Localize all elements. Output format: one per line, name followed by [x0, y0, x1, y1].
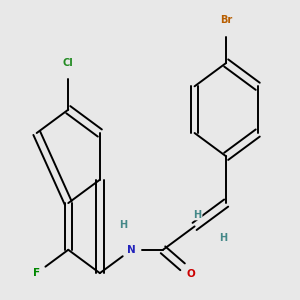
- Text: N: N: [127, 245, 136, 255]
- Text: Cl: Cl: [63, 58, 74, 68]
- Text: H: H: [194, 209, 202, 220]
- Text: F: F: [33, 268, 40, 278]
- Text: O: O: [187, 269, 195, 279]
- Text: H: H: [219, 233, 227, 243]
- Text: Br: Br: [220, 16, 232, 26]
- Text: H: H: [119, 220, 127, 230]
